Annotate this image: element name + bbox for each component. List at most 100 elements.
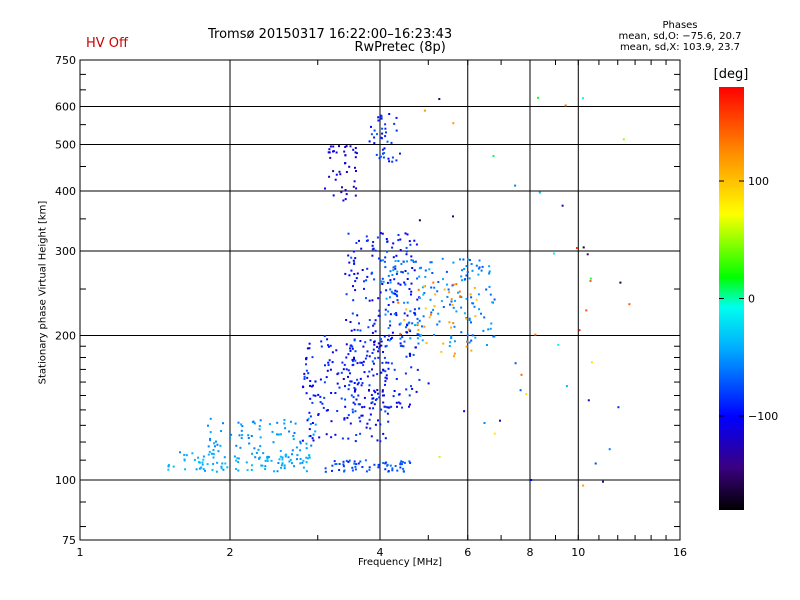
data-point (355, 463, 358, 466)
data-point (356, 329, 359, 332)
data-point (391, 246, 394, 249)
data-point (396, 295, 399, 298)
data-point (377, 392, 379, 395)
data-point (410, 282, 413, 285)
data-point (429, 298, 432, 301)
data-point (425, 342, 428, 345)
data-point (455, 310, 458, 313)
data-point (347, 414, 350, 417)
data-point (365, 239, 368, 242)
data-point (309, 423, 312, 425)
data-point (391, 331, 394, 334)
data-point (379, 259, 382, 262)
data-point (354, 350, 357, 353)
data-point (368, 389, 370, 392)
data-point (359, 340, 362, 342)
data-point (372, 362, 375, 365)
data-point (386, 406, 389, 409)
data-point (386, 240, 389, 243)
hv-status-label: HV Off (86, 36, 128, 51)
data-point (463, 312, 466, 315)
data-point (279, 450, 282, 452)
data-point (220, 465, 223, 468)
data-point (346, 416, 349, 419)
data-point (391, 467, 394, 470)
data-point (387, 304, 390, 306)
data-point (329, 156, 332, 159)
data-point (195, 468, 198, 471)
data-point (359, 361, 362, 364)
data-point (586, 253, 589, 256)
data-point (345, 293, 348, 296)
data-point (410, 366, 413, 369)
data-point (391, 156, 394, 159)
data-point (404, 232, 407, 235)
data-point (381, 132, 384, 135)
data-point (241, 425, 244, 428)
data-point (384, 370, 387, 373)
data-point (393, 390, 396, 392)
data-point (384, 383, 386, 386)
data-point (413, 312, 416, 315)
data-point (384, 437, 387, 440)
data-point (202, 455, 205, 458)
data-point (390, 290, 393, 293)
data-point (341, 361, 344, 364)
data-point (423, 109, 426, 112)
data-point (356, 362, 359, 365)
data-point (335, 151, 338, 154)
data-point (553, 252, 555, 255)
data-point (480, 312, 482, 315)
data-point (341, 186, 343, 189)
data-point (361, 382, 364, 385)
data-point (351, 408, 354, 411)
data-point (403, 312, 406, 315)
data-point (222, 422, 224, 425)
data-point (399, 249, 402, 251)
data-point (406, 233, 409, 236)
data-point (438, 320, 441, 323)
data-point (351, 312, 354, 315)
data-point (183, 458, 186, 461)
data-point (391, 469, 394, 472)
data-point (448, 345, 451, 347)
data-point (450, 337, 453, 339)
data-point (330, 392, 333, 394)
data-point (385, 297, 388, 300)
data-point (416, 277, 419, 280)
data-point (395, 159, 398, 162)
data-point (411, 267, 414, 269)
data-point (302, 466, 305, 469)
data-point (446, 295, 449, 298)
data-point (451, 303, 454, 306)
data-point (185, 454, 188, 457)
data-point (391, 292, 394, 295)
data-point (404, 270, 407, 272)
data-point (366, 275, 369, 278)
data-point (345, 343, 348, 346)
data-point (368, 355, 371, 358)
data-point (291, 453, 293, 456)
data-point (368, 466, 371, 469)
data-point (396, 290, 399, 293)
data-point (389, 288, 392, 291)
data-point (410, 290, 413, 293)
data-point (347, 375, 349, 378)
data-point (538, 191, 541, 194)
data-point (380, 344, 383, 347)
data-point (379, 291, 382, 294)
data-point (387, 310, 390, 313)
data-point (470, 321, 472, 324)
data-point (266, 460, 269, 462)
data-point (355, 170, 357, 172)
data-point (415, 243, 418, 246)
data-point (410, 259, 413, 262)
data-point (354, 166, 356, 169)
data-point (582, 97, 584, 100)
data-point (377, 297, 380, 300)
data-point (466, 340, 469, 343)
data-point (303, 372, 306, 375)
data-point (399, 238, 402, 241)
data-point (305, 392, 308, 395)
data-point (416, 317, 419, 320)
